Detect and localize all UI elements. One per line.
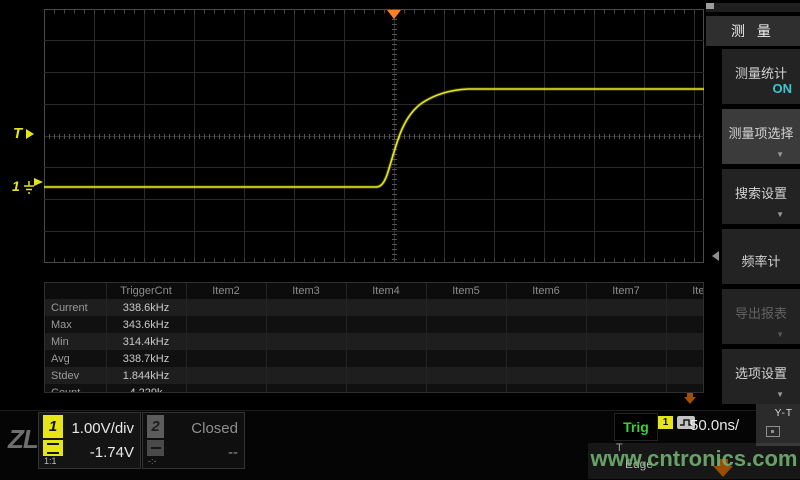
menu-item-label: 测量统计 <box>734 66 787 81</box>
menu-item-label: 测量项选择 <box>728 126 794 141</box>
sidebar-top-notch <box>706 3 714 9</box>
measurement-table: TriggerCnt Item2 Item3 Item4 Item5 Item6… <box>44 282 704 393</box>
timebase-readout[interactable]: 50.0ns/ <box>690 417 740 434</box>
watermark-arrow-icon <box>713 459 733 477</box>
channel2-probe-ratio: -:- <box>148 456 157 466</box>
menu-item-label: 频率计 <box>741 254 781 269</box>
sidebar-title: 测 量 <box>706 16 800 46</box>
col-header: Item6 <box>506 283 587 299</box>
channel2-status: Closed <box>191 420 238 437</box>
trigger-level-label: T <box>13 125 23 142</box>
channel2-value: -- <box>228 444 238 461</box>
trigger-indicator: T <box>616 442 623 454</box>
channel1-marker-label: 1 <box>12 178 20 194</box>
col-header <box>45 283 107 299</box>
trigger-status-button[interactable]: Trig <box>614 413 658 441</box>
table-row-max: Max 343.6kHz <box>45 316 703 333</box>
channel1-offset: -1.74V <box>89 444 134 461</box>
channel1-probe-ratio: 1:1 <box>44 456 57 466</box>
menu-item-label: 选项设置 <box>734 366 787 381</box>
ground-symbol-icon <box>23 178 43 194</box>
chevron-down-icon: ▼ <box>776 150 784 159</box>
menu-item-export-report[interactable]: 导出报表 ▼ <box>722 289 800 344</box>
frequency-counter-side-arrow-icon <box>712 251 719 261</box>
table-row-min: Min 314.4kHz <box>45 333 703 350</box>
display-mode-icon <box>766 426 780 437</box>
col-header: Item8 <box>666 283 703 299</box>
trigger-level-arrow-icon <box>26 128 35 139</box>
menu-item-search-settings[interactable]: 搜索设置 ▼ <box>722 169 800 224</box>
channel1-trace <box>44 88 704 188</box>
watermark-background <box>588 443 800 479</box>
display-mode-panel[interactable]: Y-T <box>756 404 800 446</box>
menu-item-frequency-counter[interactable]: 频率计 <box>722 229 800 284</box>
table-row-current: Current 338.6kHz <box>45 299 703 316</box>
channel1-panel[interactable]: 1 1:1 1.00V/div -1.74V <box>38 412 141 469</box>
trigger-source-badge: 1 <box>658 416 673 429</box>
channel2-badge: 2 <box>147 415 164 438</box>
channel2-panel[interactable]: 2 -:- Closed -- <box>142 412 245 469</box>
display-mode-label: Y-T <box>774 408 793 419</box>
table-header-row: TriggerCnt Item2 Item3 Item4 Item5 Item6… <box>45 283 703 299</box>
channel1-badge: 1 <box>43 415 63 438</box>
channel1-dc-coupling-icon <box>43 440 63 456</box>
menu-item-label: 导出报表 <box>734 306 787 321</box>
col-header-triggercnt: TriggerCnt <box>106 283 187 299</box>
col-header: Item2 <box>186 283 267 299</box>
trigger-position-marker[interactable] <box>387 10 401 19</box>
menu-item-measure-item-select[interactable]: 测量项选择 ▼ <box>722 109 800 164</box>
chevron-down-icon: ▼ <box>776 210 784 219</box>
col-header: Item3 <box>266 283 347 299</box>
trigger-level-marker[interactable]: T <box>13 125 35 142</box>
col-header: Item7 <box>586 283 667 299</box>
menu-item-measure-statistics[interactable]: 测量统计 ON <box>722 49 800 104</box>
measure-statistics-state: ON <box>772 81 793 96</box>
col-header: Item5 <box>426 283 507 299</box>
waveform-plot-area <box>44 9 704 263</box>
trigger-edge-icon <box>677 416 695 429</box>
sidebar-top-strip <box>706 3 800 12</box>
chevron-down-icon: ▼ <box>776 390 784 399</box>
table-row-stdev: Stdev 1.844kHz <box>45 367 703 384</box>
channel1-position-marker[interactable]: 1 <box>12 178 44 195</box>
menu-item-option-settings[interactable]: 选项设置 ▼ <box>722 349 800 404</box>
channel1-scale: 1.00V/div <box>71 420 134 437</box>
menu-item-label: 搜索设置 <box>734 186 787 201</box>
trigger-mode-label: Edge <box>625 457 654 471</box>
col-header: Item4 <box>346 283 427 299</box>
table-scroll-down-icon[interactable] <box>683 392 697 406</box>
chevron-down-icon: ▼ <box>776 330 784 339</box>
watermark-text: www.cntronics.com <box>590 446 798 471</box>
table-row-avg: Avg 338.7kHz <box>45 350 703 367</box>
channel2-coupling-icon <box>147 440 164 456</box>
table-row-count: Count 4.229k <box>45 384 703 392</box>
